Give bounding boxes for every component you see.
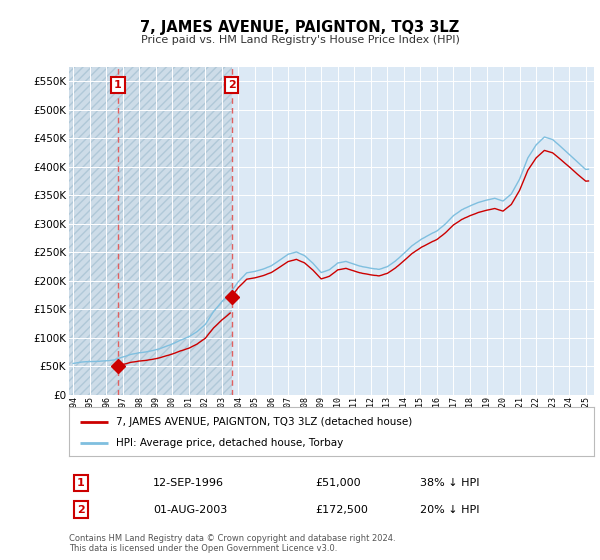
Text: 12-SEP-1996: 12-SEP-1996 <box>153 478 224 488</box>
Text: 2: 2 <box>77 505 85 515</box>
Text: 01-AUG-2003: 01-AUG-2003 <box>153 505 227 515</box>
Text: £172,500: £172,500 <box>315 505 368 515</box>
Bar <box>69 67 232 395</box>
Bar <box>69 67 232 395</box>
Text: 20% ↓ HPI: 20% ↓ HPI <box>420 505 479 515</box>
Text: £51,000: £51,000 <box>315 478 361 488</box>
Text: 38% ↓ HPI: 38% ↓ HPI <box>420 478 479 488</box>
Text: HPI: Average price, detached house, Torbay: HPI: Average price, detached house, Torb… <box>116 437 343 447</box>
Text: 7, JAMES AVENUE, PAIGNTON, TQ3 3LZ: 7, JAMES AVENUE, PAIGNTON, TQ3 3LZ <box>140 20 460 35</box>
Text: Price paid vs. HM Land Registry's House Price Index (HPI): Price paid vs. HM Land Registry's House … <box>140 35 460 45</box>
Text: 7, JAMES AVENUE, PAIGNTON, TQ3 3LZ (detached house): 7, JAMES AVENUE, PAIGNTON, TQ3 3LZ (deta… <box>116 417 413 427</box>
Text: Contains HM Land Registry data © Crown copyright and database right 2024.
This d: Contains HM Land Registry data © Crown c… <box>69 534 395 553</box>
Text: 1: 1 <box>114 80 122 90</box>
Text: 2: 2 <box>227 80 235 90</box>
Text: 1: 1 <box>77 478 85 488</box>
